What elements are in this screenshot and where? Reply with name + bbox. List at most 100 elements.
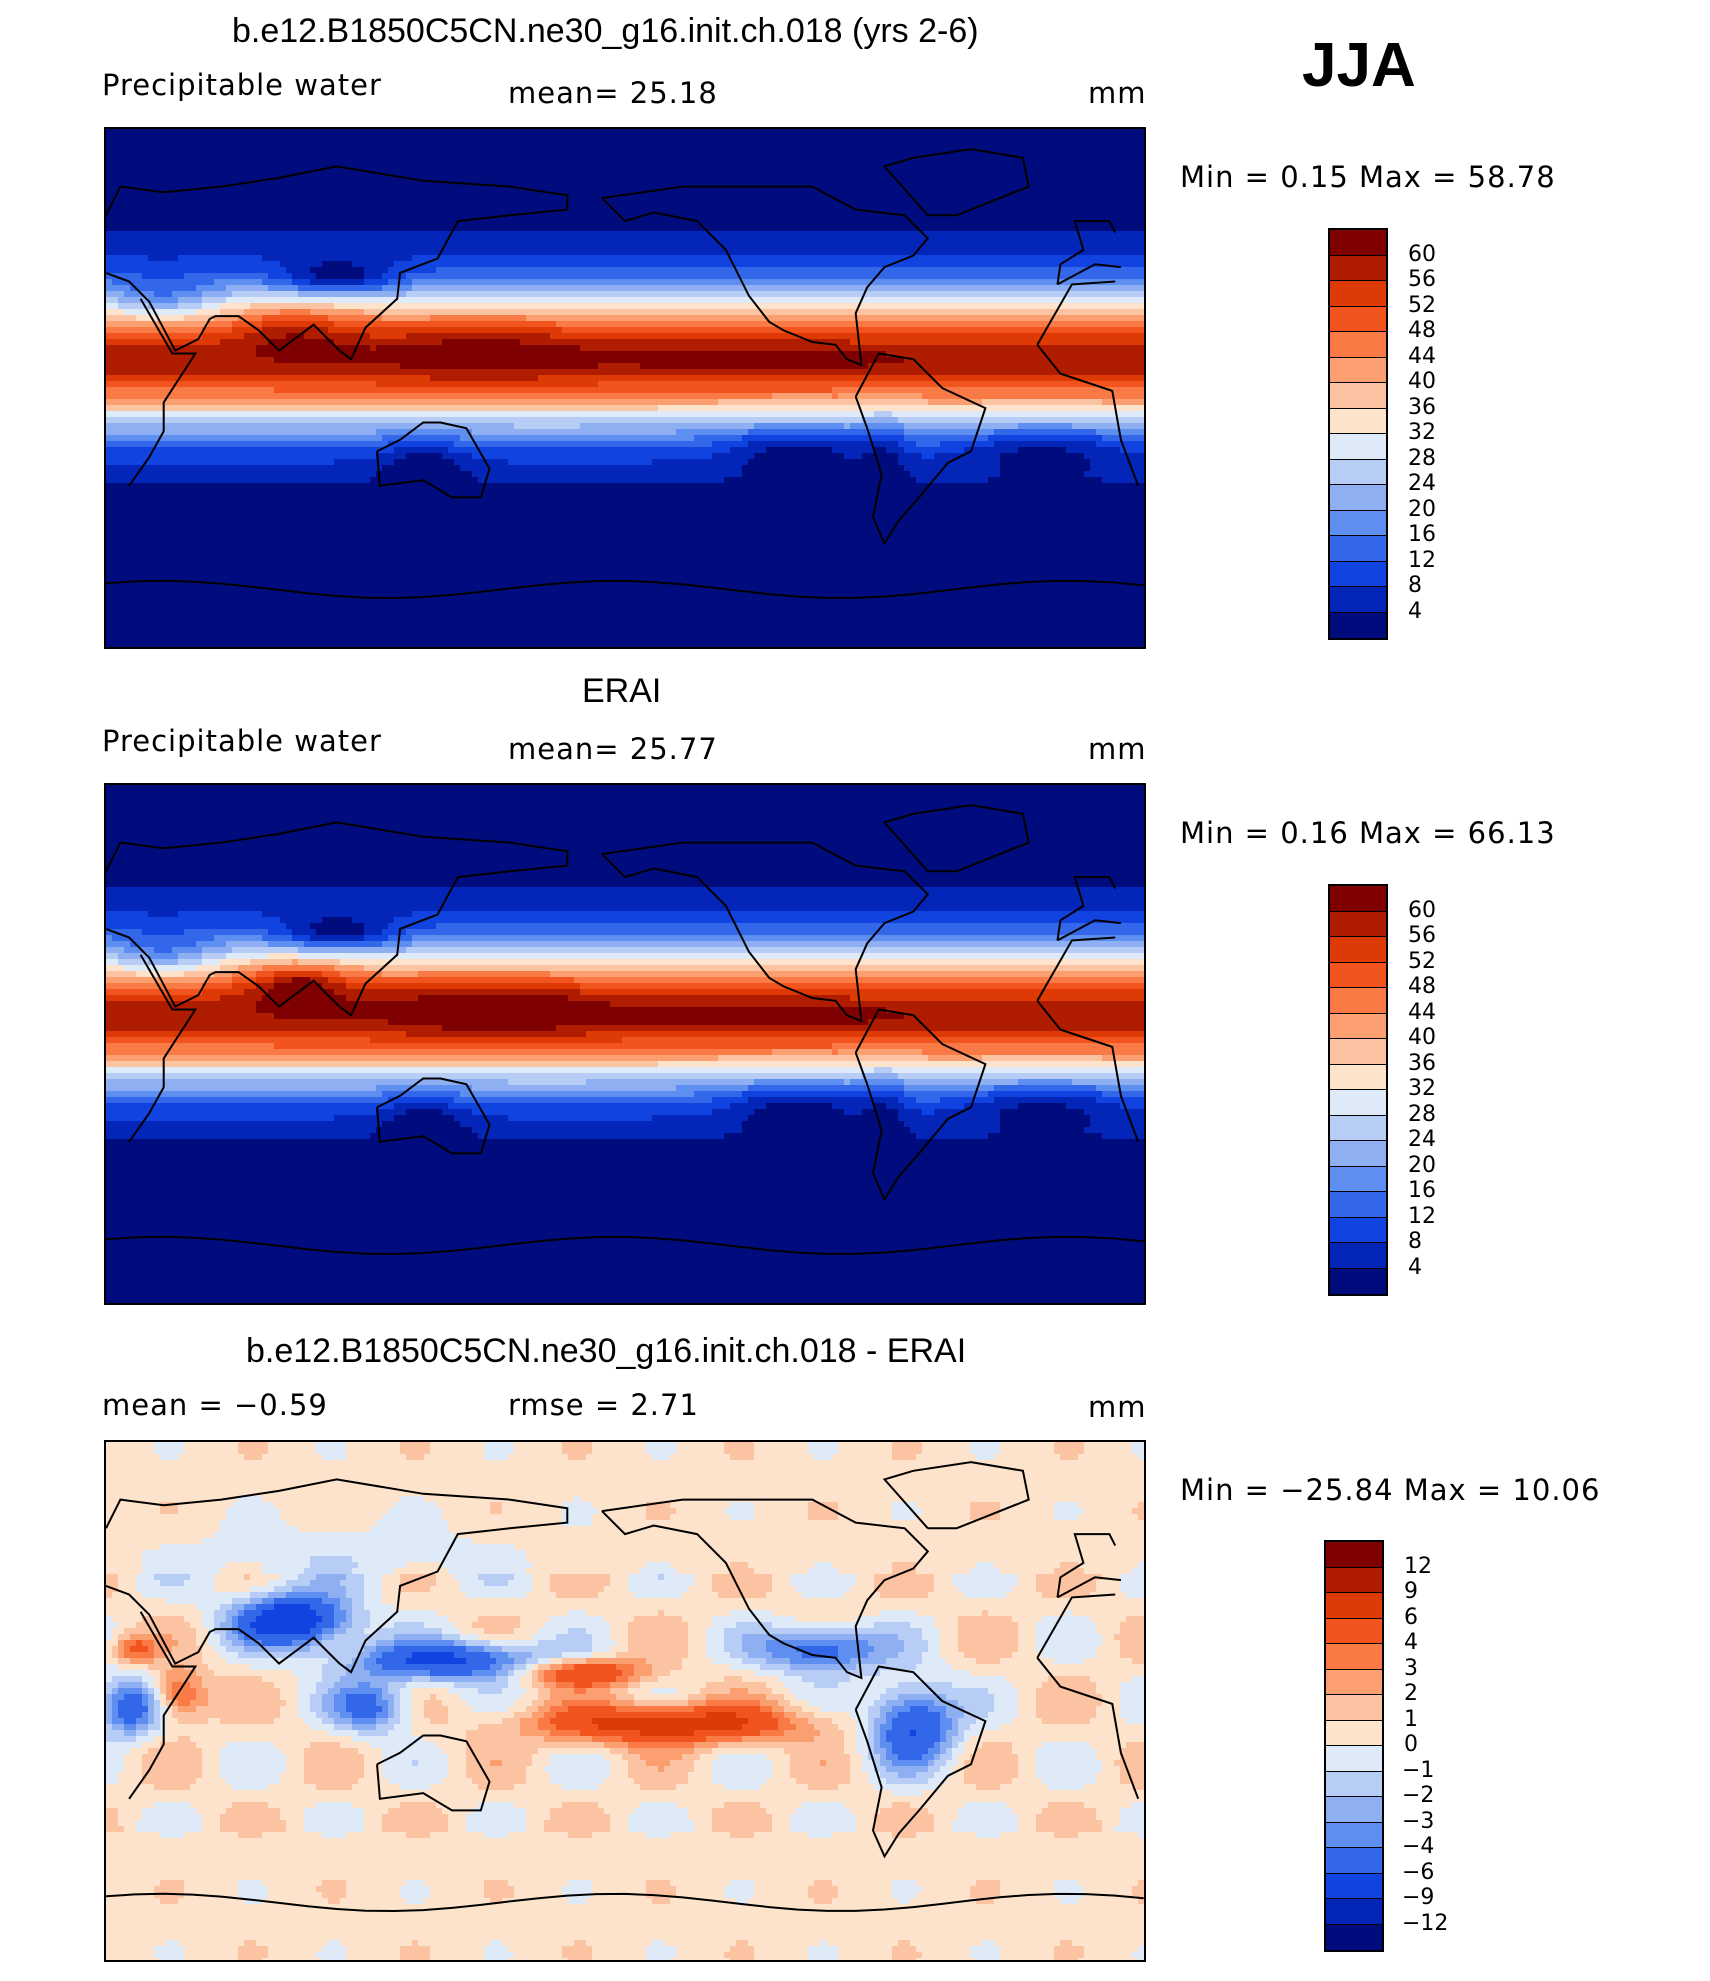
colorbar-swatch (1330, 612, 1386, 638)
colorbar-tick-label: 3 (1404, 1656, 1418, 1681)
colorbar-swatch (1330, 1115, 1386, 1141)
colorbar-swatch (1330, 230, 1386, 256)
coastline (1056, 1533, 1117, 1598)
colorbar-tick-label: −2 (1402, 1783, 1434, 1808)
coastline (1056, 876, 1117, 941)
coastline (1036, 936, 1116, 1002)
coastline (106, 821, 569, 1017)
colorbar-tick-label: 16 (1408, 522, 1436, 547)
colorbar-swatch (1330, 1268, 1386, 1294)
colorbar-swatch (1326, 1797, 1382, 1823)
colorbar-tick-label: −3 (1402, 1809, 1434, 1834)
colorbar-tick-label: 12 (1408, 548, 1436, 573)
colorbar-swatch (1326, 1618, 1382, 1644)
colorbar-swatch (1326, 1695, 1382, 1721)
colorbar-swatch (1330, 459, 1386, 485)
coastline (854, 1008, 987, 1202)
coastline (854, 352, 987, 546)
panel-1-map-svg (106, 129, 1144, 647)
colorbar-swatch (1330, 962, 1386, 988)
panel-3-map (104, 1440, 1146, 1962)
colorbar-swatch (1326, 1669, 1382, 1695)
colorbar-tick-label: 4 (1408, 599, 1422, 624)
coastline (601, 185, 930, 367)
colorbar-swatch (1330, 357, 1386, 383)
coastline (128, 1611, 198, 1800)
colorbar-box (1328, 884, 1388, 1296)
colorbar-swatch (1330, 255, 1386, 281)
panel-3-mean-label: mean = −0.59 (102, 1388, 328, 1422)
colorbar-tick-label: 20 (1408, 497, 1436, 522)
colorbar-swatch (1326, 1567, 1382, 1593)
panel-3-unit-label: mm (1088, 1390, 1147, 1424)
coastline (128, 954, 198, 1143)
colorbar-tick-label: 40 (1408, 1025, 1436, 1050)
coastline (854, 1665, 987, 1859)
panel-2-minmax: Min = 0.16 Max = 66.13 (1180, 816, 1556, 850)
coastline (376, 1734, 491, 1812)
colorbar-tick-label: 56 (1408, 923, 1436, 948)
panel-2-map (104, 783, 1146, 1305)
coastline (1036, 280, 1116, 346)
colorbar-swatch (1330, 332, 1386, 358)
antarctica-coastline (106, 1892, 1144, 1913)
colorbar-tick-label: 40 (1408, 369, 1436, 394)
colorbar-tick-label: 20 (1408, 1153, 1436, 1178)
panel-1-variable-label: Precipitable water (102, 68, 382, 102)
panel-3-rmse-label: rmse = 2.71 (508, 1388, 699, 1422)
colorbar-tick-label: 60 (1408, 242, 1436, 267)
colorbar-swatch (1326, 1542, 1382, 1568)
coastline (1057, 919, 1122, 942)
panel-2-unit-label: mm (1088, 732, 1147, 766)
colorbar-swatch (1330, 1064, 1386, 1090)
colorbar-tick-label: 44 (1408, 344, 1436, 369)
colorbar-tick-label: 24 (1408, 471, 1436, 496)
panel-3-title: b.e12.B1850C5CN.ne30_g16.init.ch.018 - E… (246, 1332, 966, 1371)
panel-3-minmax: Min = −25.84 Max = 10.06 (1180, 1473, 1600, 1507)
colorbar-swatch (1330, 281, 1386, 307)
coastline (1057, 1576, 1122, 1599)
colorbar-swatch (1330, 1141, 1386, 1167)
colorbar-tick-label: 52 (1408, 949, 1436, 974)
colorbar-swatch (1326, 1848, 1382, 1874)
colorbar-tick-label: 12 (1404, 1554, 1432, 1579)
panel-3-map-svg (106, 1442, 1144, 1960)
panel-1-map (104, 127, 1146, 649)
colorbar-swatch (1326, 1771, 1382, 1797)
colorbar-swatch (1330, 434, 1386, 460)
colorbar-tick-label: 4 (1404, 1630, 1418, 1655)
colorbar-tick-label: 28 (1408, 1102, 1436, 1127)
colorbar-tick-label: 6 (1404, 1605, 1418, 1630)
colorbar-tick-label: −1 (1402, 1758, 1434, 1783)
colorbar-swatch (1330, 1217, 1386, 1243)
colorbar-tick-label: 2 (1404, 1681, 1418, 1706)
colorbar-swatch (1330, 1090, 1386, 1116)
colorbar-swatch (1330, 1192, 1386, 1218)
coastline (882, 1461, 1030, 1530)
panel-1-mean-label: mean= 25.18 (508, 76, 718, 110)
colorbar-tick-label: 16 (1408, 1178, 1436, 1203)
colorbar-tick-label: 8 (1408, 1229, 1422, 1254)
colorbar-tick-label: 36 (1408, 395, 1436, 420)
colorbar-tick-label: 28 (1408, 446, 1436, 471)
coastline (106, 1478, 569, 1674)
colorbar-tick-label: −4 (1402, 1834, 1434, 1859)
panel-1-unit-label: mm (1088, 76, 1147, 110)
colorbar-tick-label: 48 (1408, 318, 1436, 343)
colorbar-swatch (1330, 408, 1386, 434)
colorbar-tick-label: 9 (1404, 1579, 1418, 1604)
colorbar-swatch (1330, 1039, 1386, 1065)
panel-1-title: b.e12.B1850C5CN.ne30_g16.init.ch.018 (yr… (232, 12, 979, 51)
coastline (1036, 1593, 1116, 1659)
antarctica-coastline (106, 1235, 1144, 1256)
colorbar-tick-label: −6 (1402, 1860, 1434, 1885)
panel-2-mean-label: mean= 25.77 (508, 732, 718, 766)
colorbar-tick-label: 4 (1408, 1255, 1422, 1280)
colorbar-swatch (1330, 383, 1386, 409)
colorbar-swatch (1330, 937, 1386, 963)
colorbar-swatch (1330, 1013, 1386, 1039)
colorbar-tick-label: 32 (1408, 1076, 1436, 1101)
colorbar-swatch (1330, 1166, 1386, 1192)
colorbar-swatch (1330, 536, 1386, 562)
colorbar-tick-label: 1 (1404, 1707, 1418, 1732)
